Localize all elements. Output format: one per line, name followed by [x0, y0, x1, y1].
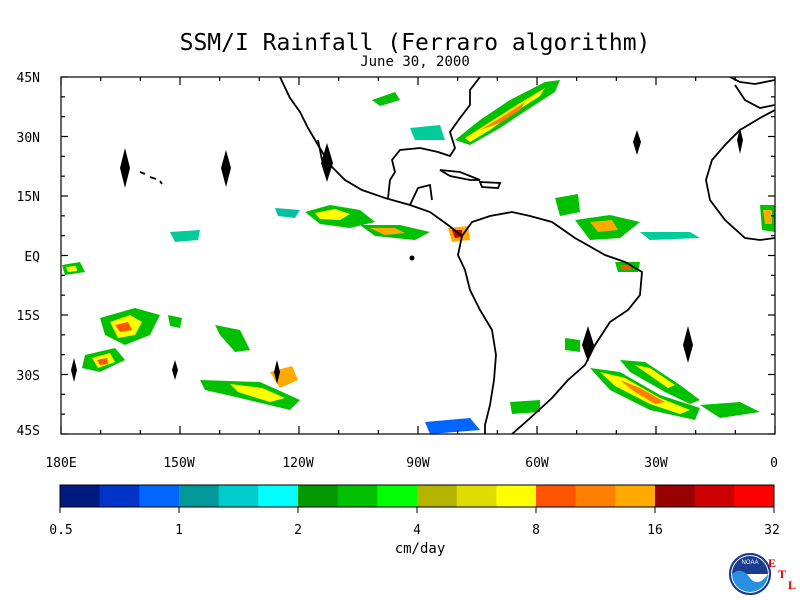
colorbar-swatch	[99, 485, 140, 507]
etl-letter-t: T	[778, 567, 787, 581]
colorbar-swatch	[615, 485, 656, 507]
colorbar-swatch	[337, 485, 378, 507]
y-tick-label-30s: 30S	[16, 369, 40, 384]
colorbar-swatch	[496, 485, 537, 507]
colorbar-swatch	[298, 485, 339, 507]
colorbar-units: cm/day	[394, 541, 446, 557]
axis-ticks	[60, 76, 776, 435]
colorbar-swatch	[456, 485, 497, 507]
map-title: SSM/I Rainfall (Ferraro algorithm)	[179, 30, 651, 56]
colorbar	[59, 484, 775, 513]
colorbar-swatch	[218, 485, 259, 507]
colorbar-swatch	[734, 485, 775, 507]
colorbar-label-32: 32	[764, 523, 780, 538]
x-tick-label-150w: 150W	[163, 456, 195, 471]
x-tick-label-0: 0	[770, 456, 778, 471]
x-tick-label-60w: 60W	[525, 456, 549, 471]
colorbar-swatch	[179, 485, 220, 507]
y-tick-label-30n: 30N	[16, 131, 40, 146]
colorbar-label-4: 4	[413, 523, 421, 538]
colorbar-label-8: 8	[532, 523, 540, 538]
noaa-logo-text: NOAA	[741, 560, 758, 566]
colorbar-swatch	[575, 485, 616, 507]
colorbar-swatch	[536, 485, 577, 507]
colorbar-swatch	[694, 485, 735, 507]
y-tick-label-15s: 15S	[16, 309, 40, 324]
colorbar-label-0-5: 0.5	[49, 523, 73, 538]
x-tick-label-30w: 30W	[644, 456, 668, 471]
data-gaps	[71, 128, 743, 384]
colorbar-swatch	[139, 485, 180, 507]
y-tick-label-15n: 15N	[16, 190, 40, 205]
etl-letter-l: L	[788, 578, 797, 592]
rainfall-field	[62, 80, 775, 434]
y-tick-label-45s: 45S	[16, 424, 40, 439]
y-tick-label-eq: EQ	[24, 250, 40, 265]
x-tick-label-90w: 90W	[406, 456, 430, 471]
colorbar-swatch	[377, 485, 418, 507]
coastlines	[139, 77, 775, 434]
x-tick-label-120w: 120W	[282, 456, 314, 471]
map-date: June 30, 2000	[360, 54, 470, 70]
colorbar-label-2: 2	[294, 523, 302, 538]
colorbar-swatch	[60, 485, 101, 507]
colorbar-swatch	[417, 485, 458, 507]
y-tick-label-45n: 45N	[16, 71, 40, 86]
etl-letter-e: E	[768, 556, 777, 570]
colorbar-swatch	[655, 485, 696, 507]
colorbar-swatch	[258, 485, 299, 507]
colorbar-label-1: 1	[175, 523, 183, 538]
colorbar-label-16: 16	[647, 523, 663, 538]
noaa-logo: NOAA	[729, 553, 771, 595]
x-tick-label-180e: 180E	[45, 456, 77, 471]
